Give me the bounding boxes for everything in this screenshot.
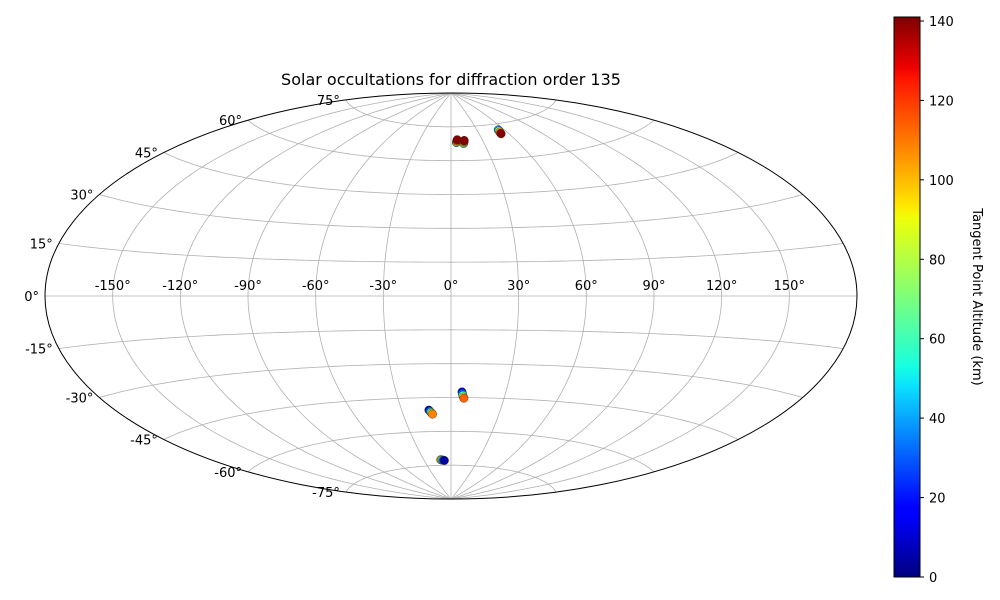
parallel-line bbox=[345, 464, 557, 493]
latitude-tick-label: 15° bbox=[30, 238, 53, 253]
colorbar-tick-label: 20 bbox=[929, 492, 946, 507]
colorbar-ticks: 0 20 40 60 80 100 120 140 bbox=[920, 15, 954, 586]
data-point bbox=[428, 409, 437, 419]
latitude-tick-label: 45° bbox=[135, 147, 158, 162]
colorbar bbox=[893, 16, 921, 578]
parallel-line bbox=[99, 194, 803, 229]
latitude-tick-label: -45° bbox=[130, 434, 158, 449]
data-point bbox=[439, 456, 449, 465]
parallel-line bbox=[247, 430, 655, 473]
data-points bbox=[424, 125, 506, 465]
parallel-line bbox=[345, 99, 557, 128]
data-point bbox=[496, 129, 506, 139]
colorbar-tick-label: 40 bbox=[929, 412, 946, 427]
colorbar-tick-label: 60 bbox=[929, 333, 946, 348]
parallel-line bbox=[247, 119, 655, 162]
longitude-tick-label: 30° bbox=[507, 279, 530, 294]
longitude-tick-label: 0° bbox=[444, 279, 459, 294]
map-boundary bbox=[44, 92, 858, 500]
latitude-tick-label: 30° bbox=[70, 189, 93, 204]
latitude-tick-label: -15° bbox=[25, 343, 53, 358]
latitude-tick-label: 0° bbox=[24, 290, 39, 305]
latitude-tick-label: 60° bbox=[219, 114, 242, 129]
latitude-tick-label: -75° bbox=[312, 486, 340, 501]
latitude-tick-label: -30° bbox=[66, 392, 94, 407]
longitude-tick-labels: -150° -120° -90° -60° -30° 0° 30° 60° 90° 120° 150… bbox=[95, 279, 805, 294]
longitude-tick-label: 60° bbox=[575, 279, 598, 294]
colorbar-tick-label: 140 bbox=[929, 15, 954, 30]
longitude-tick-label: 150° bbox=[774, 279, 805, 294]
colorbar-tick-label: 80 bbox=[929, 253, 946, 268]
colorbar-label: Tangent Point Altitude (km) bbox=[969, 207, 984, 385]
data-point bbox=[459, 393, 469, 403]
parallel-line bbox=[163, 397, 739, 440]
chart-title: Solar occultations for diffraction order… bbox=[281, 70, 621, 89]
colorbar-tick-label: 0 bbox=[929, 571, 937, 586]
longitude-tick-label: -120° bbox=[162, 279, 198, 294]
latitude-tick-label: 75° bbox=[317, 94, 340, 109]
data-point bbox=[459, 135, 469, 145]
parallel-line bbox=[99, 363, 803, 398]
longitude-tick-label: -90° bbox=[234, 279, 262, 294]
colorbar-tick-label: 120 bbox=[929, 94, 954, 109]
longitude-tick-label: 90° bbox=[642, 279, 665, 294]
parallel-line bbox=[58, 329, 844, 349]
parallel-line bbox=[58, 243, 844, 263]
longitude-tick-label: 120° bbox=[706, 279, 737, 294]
longitude-tick-label: -60° bbox=[302, 279, 330, 294]
latitude-tick-label: -60° bbox=[214, 466, 242, 481]
parallel-line bbox=[163, 152, 739, 195]
graticule bbox=[45, 93, 857, 499]
longitude-tick-label: -30° bbox=[369, 279, 397, 294]
latitude-tick-labels: -75° -60° -45° -30° -15° 0° 15° 30° 45° 60° 75° bbox=[24, 94, 340, 501]
longitude-tick-label: -150° bbox=[95, 279, 131, 294]
colorbar-tick-label: 100 bbox=[929, 174, 954, 189]
